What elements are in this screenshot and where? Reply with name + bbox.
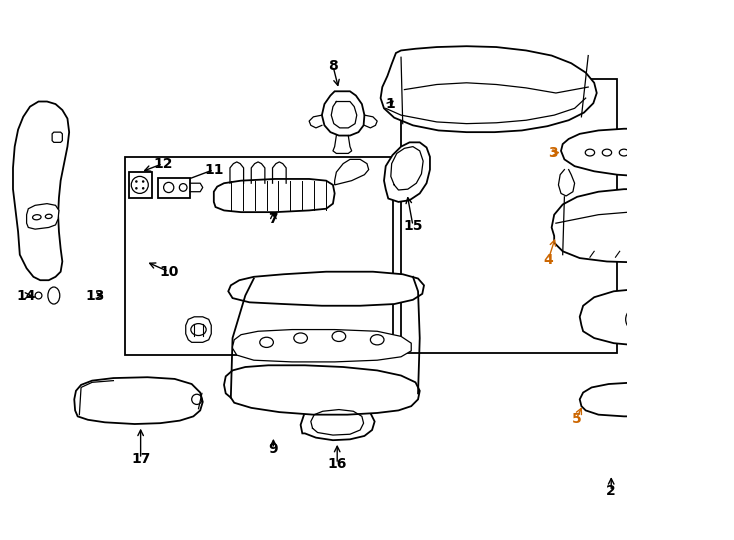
Text: 11: 11 [204, 163, 224, 177]
Polygon shape [214, 179, 335, 212]
Bar [401, 79, 617, 353]
Text: 16: 16 [327, 457, 347, 471]
Polygon shape [322, 91, 365, 136]
Polygon shape [703, 387, 730, 408]
Ellipse shape [135, 180, 138, 183]
Ellipse shape [142, 187, 145, 190]
Polygon shape [224, 365, 420, 415]
Polygon shape [384, 143, 430, 202]
Polygon shape [158, 178, 190, 198]
Polygon shape [552, 189, 734, 262]
Text: 15: 15 [403, 219, 423, 233]
Text: 17: 17 [131, 452, 150, 466]
Polygon shape [580, 289, 731, 347]
Polygon shape [561, 129, 726, 177]
Polygon shape [13, 102, 69, 280]
Polygon shape [233, 329, 411, 362]
Text: 3: 3 [548, 146, 557, 159]
Text: 4: 4 [543, 253, 553, 267]
Polygon shape [52, 132, 62, 143]
Text: 8: 8 [328, 59, 338, 73]
Text: 1: 1 [385, 97, 395, 111]
Polygon shape [26, 204, 59, 229]
Polygon shape [728, 306, 734, 326]
Text: 13: 13 [85, 288, 104, 302]
Bar [125, 158, 393, 355]
Polygon shape [74, 377, 203, 424]
Polygon shape [580, 382, 705, 416]
Ellipse shape [142, 180, 145, 183]
Text: 12: 12 [153, 157, 172, 171]
Text: 14: 14 [17, 288, 37, 302]
Ellipse shape [135, 187, 138, 190]
Polygon shape [381, 46, 597, 132]
Polygon shape [301, 403, 374, 440]
Polygon shape [335, 159, 368, 185]
Polygon shape [186, 317, 211, 342]
Polygon shape [228, 272, 424, 306]
Polygon shape [724, 147, 734, 168]
Text: 5: 5 [572, 412, 581, 426]
Text: 2: 2 [606, 484, 616, 498]
Text: 7: 7 [269, 212, 278, 226]
Text: 10: 10 [159, 265, 178, 279]
Polygon shape [128, 172, 152, 198]
Text: 9: 9 [269, 442, 278, 456]
